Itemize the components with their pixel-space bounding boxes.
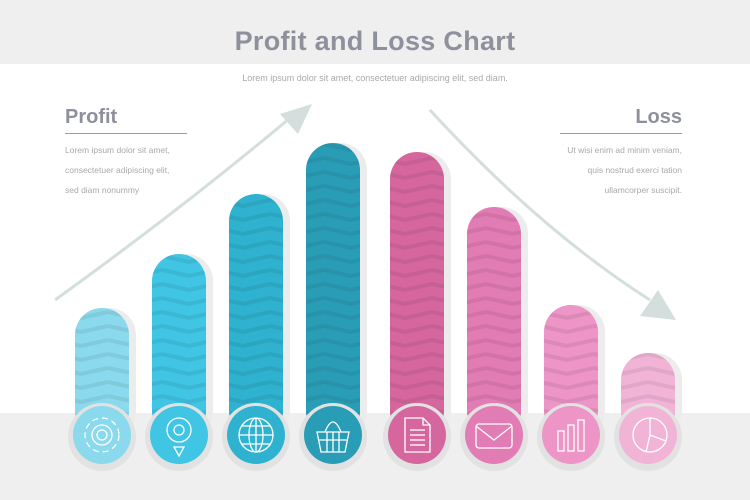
- profit-trend-arrow: [54, 104, 312, 302]
- loss-divider: [560, 133, 682, 134]
- bar-3: [229, 194, 290, 438]
- profit-divider: [65, 133, 187, 134]
- bar-5: [390, 152, 451, 438]
- bar-2: [152, 254, 213, 438]
- pie-chart-icon: [614, 403, 682, 471]
- globe-icon: [222, 403, 290, 471]
- loss-title: Loss: [635, 106, 682, 128]
- page-subtitle: Lorem ipsum dolor sit amet, consectetuer…: [242, 73, 508, 83]
- loss-description: Ut wisi enim ad minim veniam, quis nostr…: [567, 145, 682, 195]
- document-icon: [383, 403, 451, 471]
- loss-trend-arrow: [428, 108, 676, 320]
- page-title: Profit and Loss Chart: [234, 26, 516, 56]
- bar-4: [306, 143, 367, 438]
- bar-1: [75, 308, 136, 438]
- profit-title: Profit: [65, 106, 118, 128]
- mail-icon: [460, 403, 528, 471]
- bar-6: [467, 207, 528, 438]
- basket-icon: [299, 403, 367, 471]
- gear-icon: [68, 403, 136, 471]
- header-band: [0, 0, 750, 64]
- location-pin-icon: [145, 403, 213, 471]
- bar-chart-icon: [537, 403, 605, 471]
- profit-description: Lorem ipsum dolor sit amet, consectetuer…: [65, 145, 170, 195]
- bar-7: [544, 305, 605, 438]
